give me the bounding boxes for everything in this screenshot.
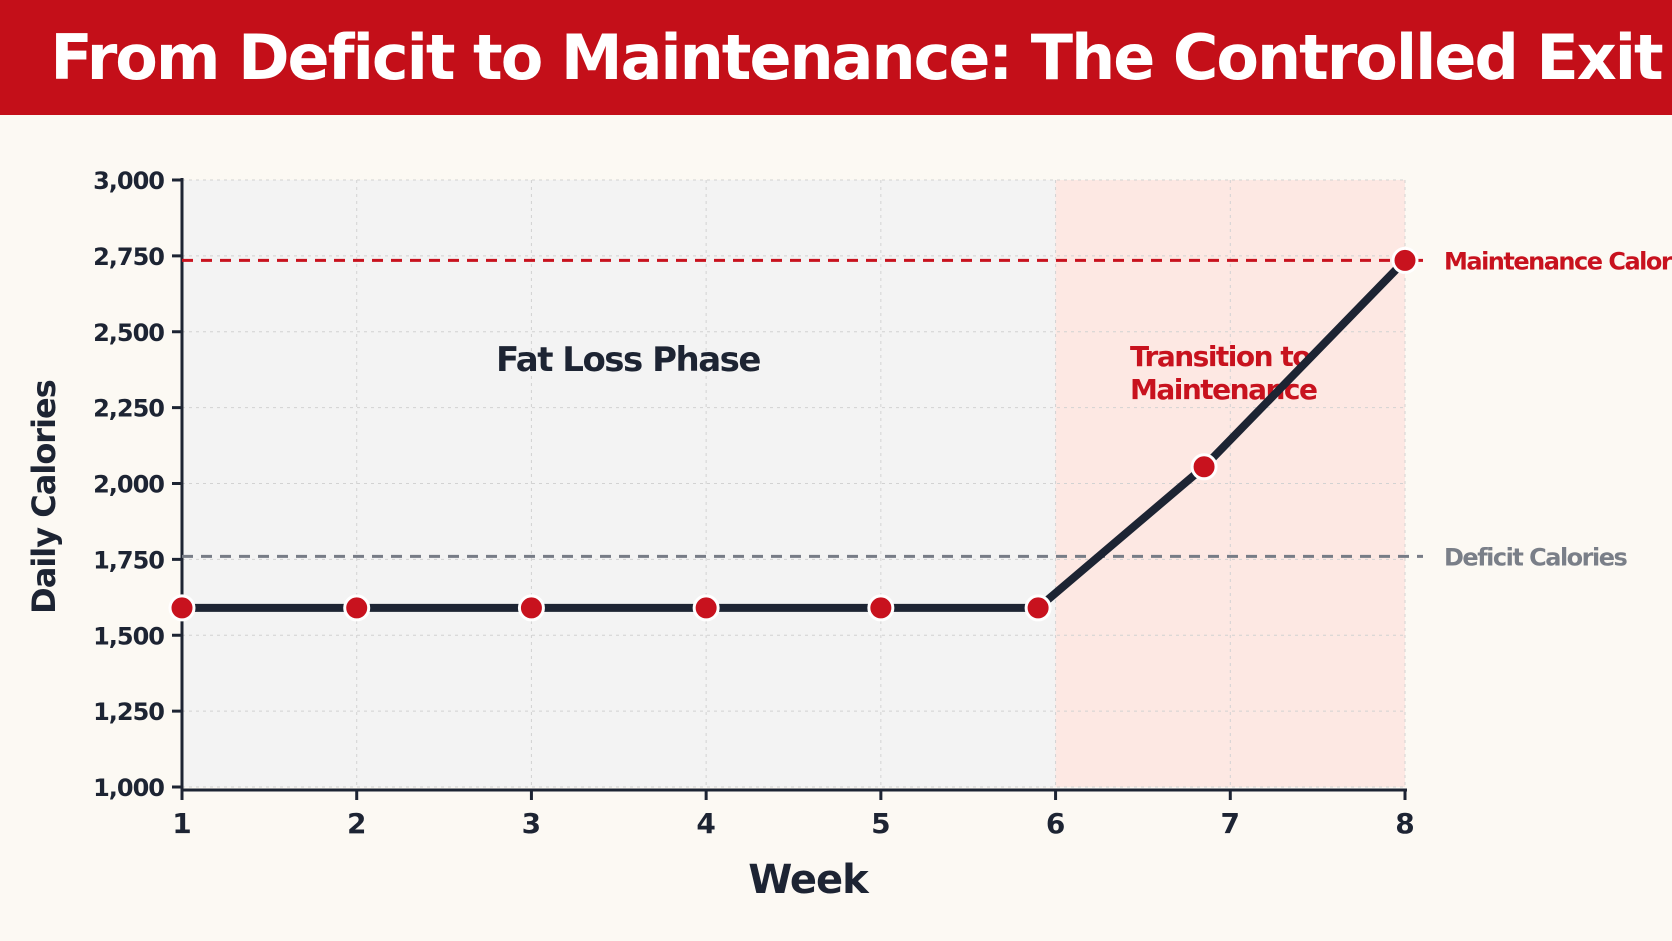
x-tick-label: 3	[522, 807, 541, 840]
deficit-reference-label: Deficit Calories	[1444, 543, 1628, 571]
x-tick-label: 4	[696, 807, 715, 840]
y-tick-label: 2,250	[93, 395, 164, 423]
data-point	[867, 594, 895, 622]
y-axis-title: Daily Calories	[25, 380, 63, 614]
fat-loss-phase-label: Fat Loss Phase	[496, 340, 760, 380]
y-tick-label: 1,500	[93, 622, 164, 650]
y-tick-label: 2,500	[93, 319, 164, 347]
transition-label-line-1: Transition to	[1130, 340, 1311, 373]
data-point	[517, 594, 545, 622]
title-bar: From Deficit to Maintenance: The Control…	[0, 0, 1672, 115]
y-tick-label: 2,750	[93, 243, 164, 271]
chart-title: From Deficit to Maintenance: The Control…	[50, 21, 1663, 94]
y-tick-label: 2,000	[93, 471, 164, 499]
data-point	[168, 594, 196, 622]
y-tick-label: 1,250	[93, 698, 164, 726]
y-tick-label: 3,000	[93, 167, 164, 195]
x-tick-label: 2	[347, 807, 366, 840]
calorie-series-line	[178, 256, 1409, 612]
y-tick-label: 1,750	[93, 546, 164, 574]
data-point	[1190, 453, 1218, 481]
maintenance-reference-label: Maintenance Calories	[1444, 247, 1672, 275]
x-tick-label: 5	[871, 807, 890, 840]
x-tick-label: 7	[1221, 807, 1240, 840]
x-tick-label: 8	[1395, 807, 1414, 840]
data-point	[1024, 594, 1052, 622]
data-point	[1391, 246, 1419, 274]
y-tick-label: 1,000	[93, 774, 164, 802]
x-axis-title: Week	[748, 857, 870, 903]
x-tick-label: 1	[172, 807, 191, 840]
data-point	[692, 594, 720, 622]
data-point	[343, 594, 371, 622]
x-tick-label: 6	[1046, 807, 1065, 840]
